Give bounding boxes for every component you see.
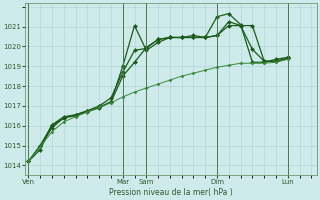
X-axis label: Pression niveau de la mer( hPa ): Pression niveau de la mer( hPa ) <box>109 188 233 197</box>
